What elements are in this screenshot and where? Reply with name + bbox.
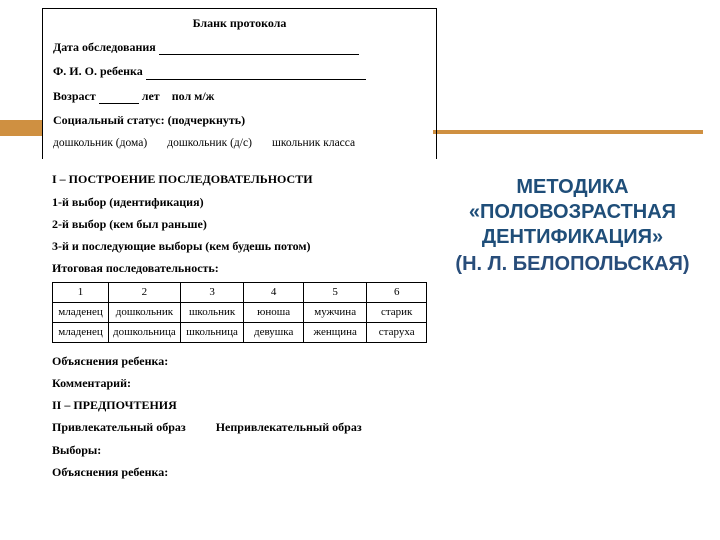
seq-h1: 1 (53, 283, 109, 303)
accent-bar (0, 120, 42, 136)
table-row: 1 2 3 4 5 6 (53, 283, 427, 303)
slide: Бланк протокола Дата обследования Ф. И. … (0, 0, 720, 540)
attractive-label: Привлекательный образ (52, 419, 186, 435)
comment-label: Комментарий: (52, 375, 427, 391)
date-row: Дата обследования (53, 39, 426, 55)
fio-row: Ф. И. О. ребенка (53, 63, 426, 79)
seq-h6: 6 (367, 283, 427, 303)
seq-cell: старик (367, 303, 427, 323)
method-author: (Н. Л. БЕЛОПОЛЬСКАЯ) (445, 252, 700, 277)
section-1-heading: I – ПОСТРОЕНИЕ ПОСЛЕДОВАТЕЛЬНОСТИ (52, 171, 427, 187)
seq-cell: дошкольник (109, 303, 181, 323)
method-title: МЕТОДИКА «ПОЛОВОЗРАСТНАЯ ДЕНТИФИКАЦИЯ» (… (445, 175, 700, 277)
age-label: Возраст (53, 89, 96, 103)
explain-label-2: Объяснения ребенка: (52, 464, 427, 480)
status-opt-b[interactable]: дошкольник (д/с) (167, 137, 252, 149)
seq-cell: женщина (303, 323, 366, 343)
table-row: младенец дошкольница школьница девушка ж… (53, 323, 427, 343)
age-blank[interactable] (99, 94, 139, 104)
seq-cell: юноша (244, 303, 304, 323)
age-row: Возраст лет пол м/ж (53, 88, 426, 104)
pref-row: Привлекательный образ Непривлекательный … (52, 419, 427, 435)
date-blank[interactable] (159, 45, 359, 55)
seq-h3: 3 (180, 283, 244, 303)
section-2-heading: II – ПРЕДПОЧТЕНИЯ (52, 397, 427, 413)
protocol-body: I – ПОСТРОЕНИЕ ПОСЛЕДОВАТЕЛЬНОСТИ 1-й вы… (42, 159, 437, 488)
method-name: МЕТОДИКА «ПОЛОВОЗРАСТНАЯ ДЕНТИФИКАЦИЯ» (445, 175, 700, 250)
form-title: Бланк протокола (53, 15, 426, 31)
seq-cell: мужчина (303, 303, 366, 323)
seq-cell: младенец (53, 323, 109, 343)
status-options: дошкольник (дома) дошкольник (д/с) школь… (53, 136, 426, 152)
status-label: Социальный статус: (подчеркнуть) (53, 113, 245, 127)
seq-cell: девушка (244, 323, 304, 343)
choices-label: Выборы: (52, 442, 427, 458)
age-unit: лет (142, 89, 160, 103)
seq-h2: 2 (109, 283, 181, 303)
choice-2: 2-й выбор (кем был раньше) (52, 216, 427, 232)
choice-3: 3-й и последующие выборы (кем будешь пот… (52, 238, 427, 254)
fio-blank[interactable] (146, 70, 366, 80)
sequence-table: 1 2 3 4 5 6 младенец дошкольник школьник… (52, 282, 427, 343)
seq-cell: школьник (180, 303, 244, 323)
table-row: младенец дошкольник школьник юноша мужчи… (53, 303, 427, 323)
seq-h5: 5 (303, 283, 366, 303)
protocol-header-box: Бланк протокола Дата обследования Ф. И. … (42, 8, 437, 159)
seq-cell: дошкольница (109, 323, 181, 343)
date-label: Дата обследования (53, 40, 156, 54)
seq-cell: младенец (53, 303, 109, 323)
accent-line (433, 130, 703, 134)
final-seq-label: Итоговая последовательность: (52, 260, 427, 276)
choice-1: 1-й выбор (идентификация) (52, 194, 427, 210)
protocol-form: Бланк протокола Дата обследования Ф. И. … (42, 8, 437, 488)
seq-h4: 4 (244, 283, 304, 303)
status-label-row: Социальный статус: (подчеркнуть) (53, 112, 426, 128)
status-opt-a[interactable]: дошкольник (дома) (53, 137, 147, 149)
explain-label: Объяснения ребенка: (52, 353, 427, 369)
seq-cell: старуха (367, 323, 427, 343)
seq-cell: школьница (180, 323, 244, 343)
sex-label: пол м/ж (172, 89, 215, 103)
status-opt-c[interactable]: школьник класса (272, 137, 355, 149)
fio-label: Ф. И. О. ребенка (53, 64, 143, 78)
unattractive-label: Непривлекательный образ (216, 419, 362, 435)
